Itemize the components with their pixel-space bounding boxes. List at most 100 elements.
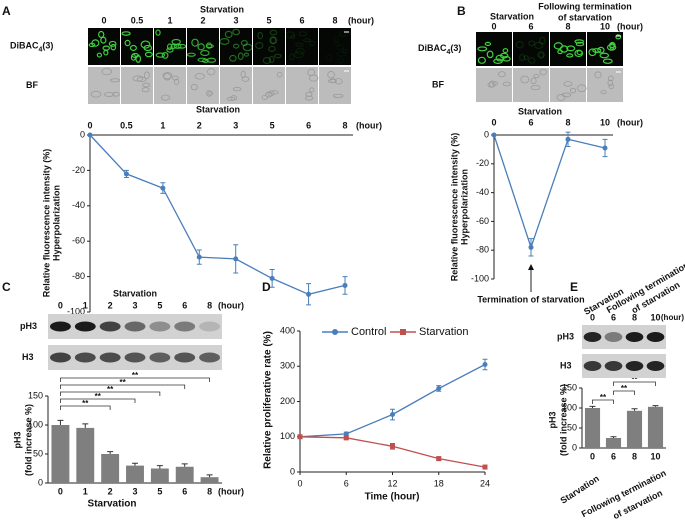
- bf-cell: [172, 75, 179, 81]
- blot-band: [199, 352, 221, 363]
- bf-cell: [103, 91, 115, 97]
- bf-cell: [492, 81, 498, 86]
- y-axis-label: Hyperpolarization: [459, 169, 469, 245]
- y-tick-label: 300: [280, 361, 295, 371]
- image-header: Starvation: [200, 4, 244, 14]
- blot-band: [49, 352, 71, 363]
- y-tick-label: 50: [33, 448, 43, 458]
- marker: [390, 412, 395, 418]
- significance-bracket: [592, 399, 614, 404]
- image-header: Following termination: [538, 1, 632, 11]
- significance-label: **: [600, 393, 607, 402]
- y-tick-label: -100: [471, 273, 489, 283]
- bf-cell: [304, 95, 314, 101]
- bf-cell: [101, 68, 113, 76]
- cell: [206, 57, 217, 63]
- bar: [200, 477, 219, 483]
- x-tick-label: 3: [132, 486, 137, 496]
- image-time-label: 0.5: [131, 15, 144, 25]
- significance-label: **: [631, 375, 638, 384]
- bf-cell: [142, 82, 151, 88]
- brightfield: [88, 67, 120, 104]
- bar: [584, 408, 601, 448]
- brightfield: [513, 68, 549, 102]
- significance-bracket: [60, 384, 186, 389]
- x-tick-label: 0.5: [120, 120, 133, 130]
- y-tick-label: 100: [562, 402, 577, 412]
- cell: [519, 53, 526, 62]
- bf-cell: [143, 71, 150, 80]
- significance-label: **: [132, 371, 139, 380]
- cell: [298, 31, 308, 37]
- cell: [173, 43, 182, 49]
- unit-label: (hour): [617, 21, 643, 31]
- cell: [302, 38, 312, 43]
- y-tick-label: 150: [562, 382, 577, 392]
- cell: [559, 45, 569, 53]
- x-tick-label: 6: [528, 117, 533, 127]
- cell: [242, 43, 253, 52]
- cell: [309, 40, 316, 47]
- bf-cell: [261, 95, 268, 100]
- image-time-label: 6: [528, 21, 533, 31]
- marker: [87, 132, 93, 138]
- cell: [232, 43, 240, 49]
- data-line: [299, 363, 486, 438]
- x-tick-label: 0: [491, 117, 496, 127]
- cell: [273, 53, 282, 59]
- error-bar: [156, 465, 163, 469]
- cell: [121, 31, 131, 36]
- error-bar: [181, 463, 188, 467]
- bf-cell: [561, 92, 572, 98]
- cell: [528, 57, 536, 64]
- bf-cell: [539, 68, 547, 76]
- image-time-label: 8: [332, 15, 337, 25]
- x-tick-label: 24: [480, 478, 490, 488]
- blot-band: [74, 352, 96, 363]
- micrograph: [286, 28, 318, 65]
- bf-cell: [607, 79, 613, 87]
- bf-cell: [163, 72, 172, 81]
- cell: [537, 50, 545, 59]
- cell: [96, 52, 103, 58]
- y-axis-label: (fold increase %): [23, 404, 33, 476]
- bf-cell: [309, 87, 315, 93]
- bf-cell: [307, 68, 315, 77]
- cell: [606, 44, 617, 51]
- bf-cell: [556, 94, 566, 101]
- cell: [232, 28, 241, 36]
- image-header: Starvation: [490, 11, 534, 21]
- cell: [592, 48, 602, 53]
- bf-cell: [276, 71, 283, 78]
- x-tick-label: 0: [297, 478, 302, 488]
- cell: [98, 30, 105, 39]
- cell: [338, 30, 346, 38]
- x-tick-label: 1: [160, 120, 165, 130]
- unit-label: (hour): [617, 117, 643, 127]
- y-tick-label: -20: [72, 165, 85, 175]
- bf-cell: [90, 90, 102, 98]
- cell: [557, 49, 563, 55]
- cell: [539, 36, 546, 45]
- bf-cell: [533, 74, 540, 79]
- bf-cell: [206, 90, 212, 97]
- cell: [166, 47, 174, 53]
- image-time-label: 3: [233, 15, 238, 25]
- blot-band: [174, 352, 196, 363]
- blot-time-label: 8: [207, 300, 212, 310]
- y-axis-label: pH3: [12, 431, 22, 448]
- blot-band: [625, 332, 644, 342]
- cell: [285, 31, 296, 39]
- x-tick-label: 0: [590, 451, 595, 461]
- marker: [482, 361, 488, 367]
- group-label: Starvation: [558, 473, 600, 505]
- data-line: [299, 436, 486, 468]
- cell: [597, 46, 605, 54]
- bf-cell: [520, 75, 530, 84]
- cell: [237, 52, 244, 61]
- bf-cell: [268, 90, 279, 95]
- cell: [219, 37, 230, 45]
- x-axis-label: Time (hour): [365, 492, 420, 503]
- image-time-label: 0: [101, 15, 106, 25]
